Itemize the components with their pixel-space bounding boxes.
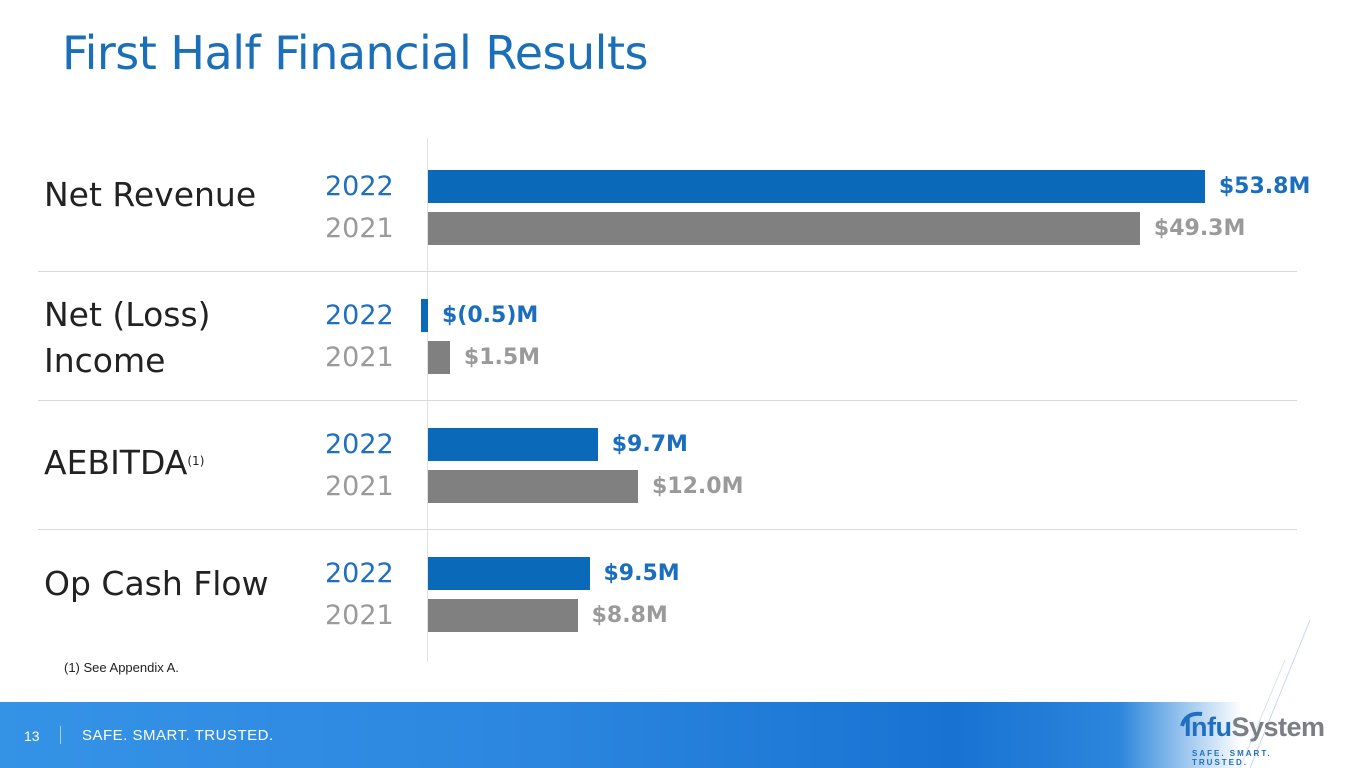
year-label: 2022: [325, 171, 394, 202]
value-label: $12.0M: [652, 474, 744, 499]
value-label: $1.5M: [463, 345, 541, 370]
value-label: $9.5M: [603, 561, 680, 586]
year-label: 2021: [325, 600, 394, 631]
footer-tagline: SAFE. SMART. TRUSTED.: [82, 727, 274, 744]
year-label: 2021: [325, 471, 394, 502]
value-label: $(0.5)M: [442, 303, 539, 328]
category-label: AEBITDA(1): [44, 440, 204, 486]
year-label: 2022: [325, 429, 394, 460]
value-label: $8.8M: [591, 603, 668, 628]
divider: [60, 726, 61, 744]
row-separator: [38, 271, 1297, 272]
bar-2021: [428, 212, 1140, 245]
bar-2022: [428, 170, 1205, 203]
bar-2021: [428, 599, 578, 632]
footer-band: [0, 702, 1365, 768]
bar-2022: [428, 428, 598, 461]
bar-2022: [420, 299, 428, 332]
infusystem-logo: InfuSystem SAFE. SMART. TRUSTED.: [1178, 708, 1328, 767]
logo-arc-icon: [1180, 711, 1203, 727]
decorative-lines: [1239, 620, 1311, 768]
footnote: (1) See Appendix A.: [64, 660, 179, 675]
category-text: Net Revenue: [44, 175, 257, 214]
logo-tagline: SAFE. SMART. TRUSTED.: [1192, 749, 1272, 767]
footnote-marker: (1): [187, 454, 205, 468]
value-label: $9.7M: [611, 432, 688, 457]
category-text: Net (Loss) Income: [44, 295, 211, 380]
category-text: AEBITDA: [44, 443, 188, 482]
row-separator: [38, 400, 1297, 401]
page-title: First Half Financial Results: [62, 26, 648, 80]
year-label: 2021: [325, 213, 394, 244]
logo-text-gray: System: [1231, 712, 1325, 742]
category-text: Op Cash Flow: [44, 564, 269, 603]
category-label: Op Cash Flow: [44, 561, 269, 607]
page-number: 13: [24, 728, 40, 744]
category-label: Net (Loss) Income: [44, 292, 264, 384]
bar-2021: [428, 341, 450, 374]
year-label: 2021: [325, 342, 394, 373]
bar-2021: [428, 470, 638, 503]
year-label: 2022: [325, 300, 394, 331]
row-separator: [38, 529, 1297, 530]
value-label: $49.3M: [1153, 216, 1246, 241]
bar-2022: [428, 557, 590, 590]
logo-text-blue: Infu: [1184, 712, 1232, 742]
year-label: 2022: [325, 558, 394, 589]
value-label: $53.8M: [1218, 174, 1311, 199]
category-label: Net Revenue: [44, 172, 256, 218]
